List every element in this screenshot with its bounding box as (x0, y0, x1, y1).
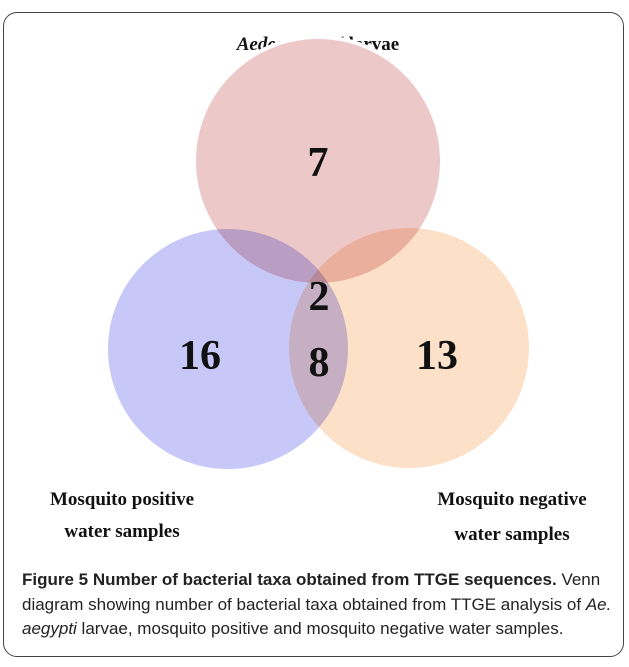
set-label: water samples (454, 524, 569, 545)
circle-negative (285, 224, 533, 472)
region-count: 16 (179, 333, 221, 379)
region-count: 13 (416, 333, 458, 379)
region-count: 2 (309, 274, 330, 320)
caption-title: Number of bacterial taxa obtained from T… (92, 570, 557, 589)
venn-diagram: Aedes aegypti larvae 7 2 16 8 13 Mosquit… (50, 34, 587, 545)
caption-text: Venn diagram showing number of bacterial… (22, 570, 601, 614)
figure-frame (3, 12, 624, 657)
caption-label: Figure 5 (22, 570, 89, 589)
circles (104, 35, 533, 473)
set-label: Mosquito positive (50, 489, 194, 510)
caption-text-italic: Ae. aegypti (22, 594, 612, 639)
region-count: 7 (308, 140, 329, 186)
caption: Figure 5 Number of bacterial taxa obtain… (22, 568, 618, 642)
set-label: water samples (64, 521, 179, 542)
caption-text: larvae, mosquito positive and mosquito n… (76, 619, 564, 638)
set-label: Mosquito negative (437, 489, 586, 510)
region-count: 8 (309, 340, 330, 386)
